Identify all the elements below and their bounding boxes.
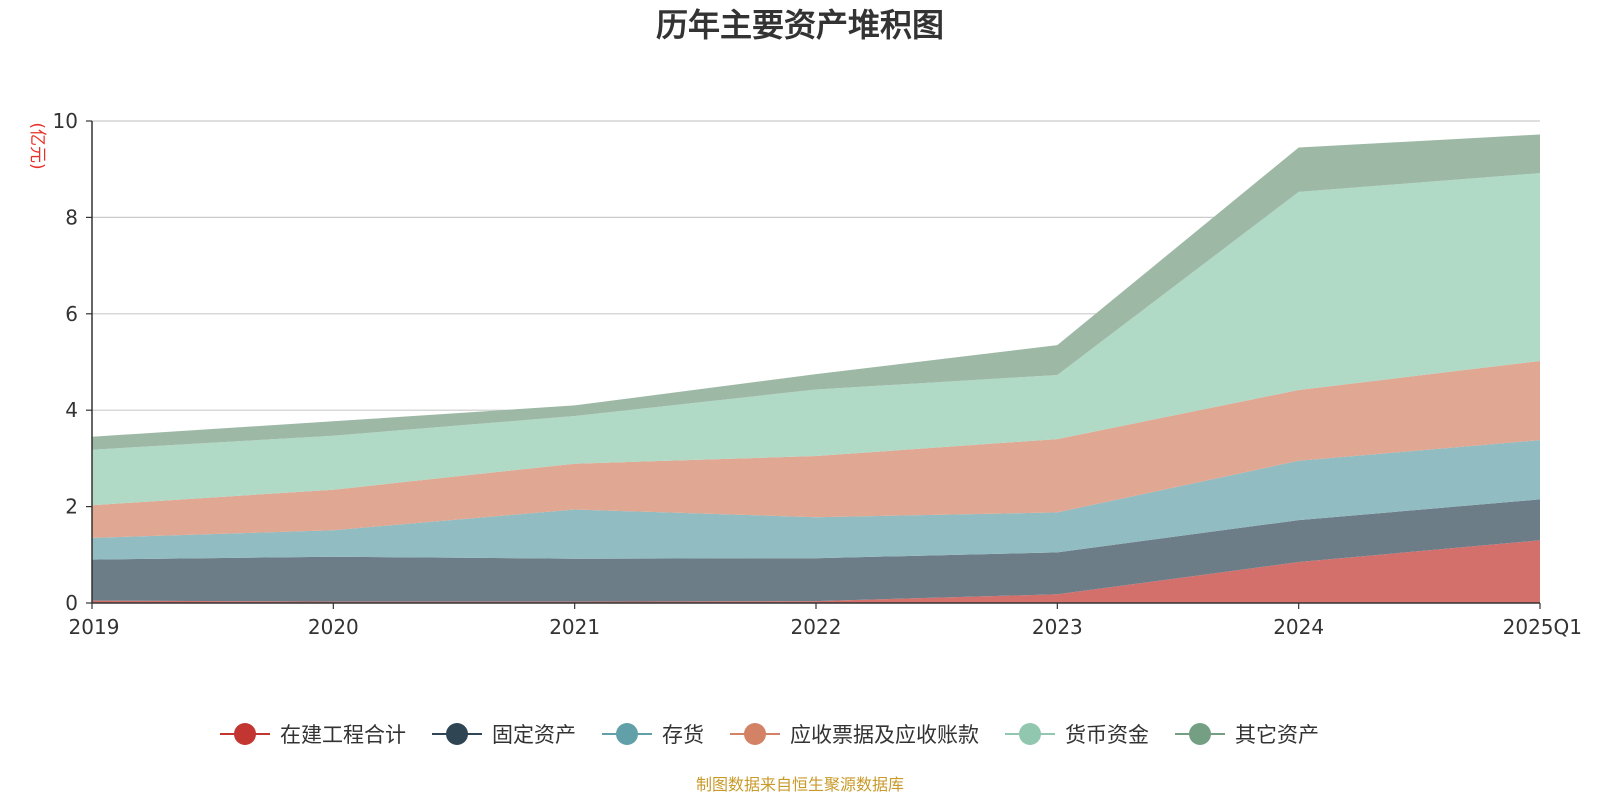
legend-marker [234, 723, 256, 745]
legend-marker [1019, 723, 1041, 745]
y-tick-label: 4 [65, 398, 78, 422]
data-source-note: 制图数据来自恒生聚源数据库 [696, 775, 904, 794]
y-tick-label: 8 [65, 205, 78, 229]
legend-item-5[interactable]: 其它资产 [1175, 723, 1319, 747]
legend-item-3[interactable]: 应收票据及应收账款 [730, 723, 979, 747]
area-series-4 [92, 173, 1540, 506]
y-axis-unit-label: (亿元) [27, 122, 47, 169]
y-tick-label: 0 [65, 591, 78, 615]
chart-title: 历年主要资产堆积图 [656, 6, 944, 44]
area-series-group [92, 134, 1540, 603]
legend-label: 货币资金 [1065, 723, 1149, 747]
x-tick-label: 2025Q1 [1503, 615, 1582, 639]
legend-label: 固定资产 [492, 723, 576, 747]
x-tick-label: 2021 [549, 615, 600, 639]
axes: 0 2 4 6 8 10 2019 2020 2021 2022 2023 2024 2025Q1 [53, 109, 1582, 639]
legend-label: 存货 [662, 723, 704, 747]
x-tick-label: 2019 [69, 615, 120, 639]
legend-label: 应收票据及应收账款 [790, 723, 979, 747]
x-tick-label: 2024 [1273, 615, 1324, 639]
legend-item-2[interactable]: 存货 [602, 723, 704, 747]
area-series-2 [92, 440, 1540, 560]
area-series-1 [92, 499, 1540, 602]
area-series-0 [92, 540, 1540, 603]
y-tick-label: 2 [65, 495, 78, 519]
x-tick-label: 2022 [791, 615, 842, 639]
legend-item-0[interactable]: 在建工程合计 [220, 723, 406, 747]
legend-label: 其它资产 [1235, 723, 1319, 747]
legend-marker [744, 723, 766, 745]
area-series-3 [92, 361, 1540, 538]
legend-item-1[interactable]: 固定资产 [432, 723, 576, 747]
y-tick-label: 10 [53, 109, 78, 133]
legend-item-4[interactable]: 货币资金 [1005, 723, 1149, 747]
legend[interactable]: 在建工程合计 固定资产 存货 应收票据及应收账款 货币资金 其它资产 [220, 723, 1319, 747]
legend-marker [446, 723, 468, 745]
legend-marker [1189, 723, 1211, 745]
x-tick-label: 2023 [1032, 615, 1083, 639]
legend-marker [616, 723, 638, 745]
area-series-5 [92, 134, 1540, 450]
legend-label: 在建工程合计 [280, 723, 406, 747]
y-tick-label: 6 [65, 302, 78, 326]
x-tick-label: 2020 [308, 615, 359, 639]
